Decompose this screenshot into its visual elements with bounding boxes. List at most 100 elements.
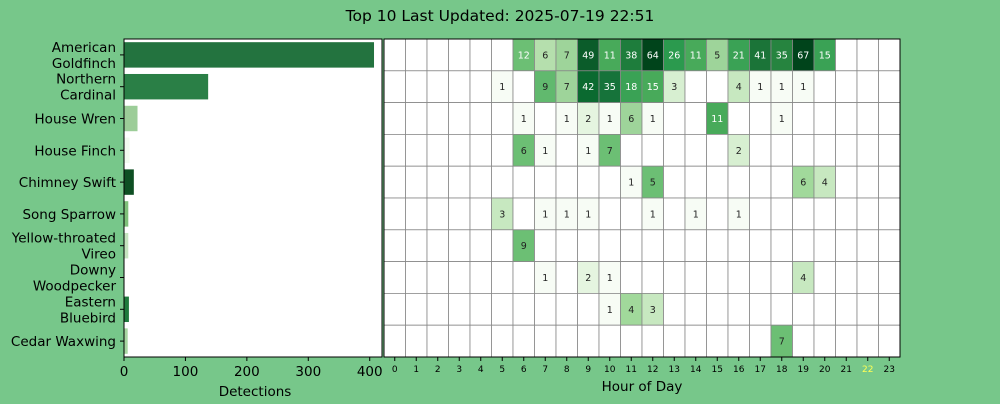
heatmap-cell-label: 6: [521, 146, 527, 157]
heatmap-cell: [878, 261, 901, 294]
heatmap-cell-label: 4: [800, 273, 806, 284]
heatmap-cell: [792, 324, 815, 358]
heatmap-cell: [706, 229, 729, 263]
heatmap-cell: [405, 165, 428, 199]
heatmap-cell: [749, 261, 772, 294]
heatmap-cell: [512, 70, 535, 104]
heatmap-cell: [577, 324, 600, 358]
heatmap-cell: [727, 102, 750, 135]
heatmap-cell-label: 42: [582, 82, 594, 93]
heatmap-cell: [577, 292, 600, 326]
heatmap-cell-label: 3: [671, 82, 677, 93]
bar-x-tick-label: 0: [120, 364, 129, 380]
heatmap-cell: [835, 133, 858, 167]
heatmap-cell: [534, 292, 557, 326]
heatmap-cell: [491, 292, 514, 326]
heatmap-x-tick-label: 4: [478, 365, 484, 375]
heatmap-cell: [598, 197, 621, 231]
bar-category-label: House Finch: [34, 143, 116, 159]
heatmap-cell-label: 7: [607, 146, 613, 157]
heatmap-cell: [706, 324, 729, 358]
heatmap-cell-label: 35: [604, 82, 616, 93]
heatmap-cell: [383, 324, 406, 358]
heatmap-cell: [770, 165, 793, 199]
heatmap-cell: [469, 292, 492, 326]
heatmap-cell-label: 5: [714, 50, 720, 61]
heatmap-cell-label: 1: [650, 114, 656, 125]
heatmap-cell: [383, 70, 406, 104]
heatmap-x-tick-label: 7: [542, 365, 548, 375]
bar-category-label-line: Eastern: [65, 294, 116, 310]
heatmap-cell: [426, 229, 449, 263]
heatmap-cell: [727, 261, 750, 294]
heatmap-cell: [770, 133, 793, 167]
heatmap-cell: [641, 133, 664, 167]
heatmap-cell: [663, 292, 686, 326]
heatmap-cell: [641, 261, 664, 294]
heatmap-x-tick-label: 6: [521, 365, 527, 375]
bar-category-label-line: Cardinal: [60, 88, 116, 104]
heatmap-cell: [555, 133, 578, 167]
heatmap-cell: [469, 229, 492, 263]
heatmap-cell: [598, 229, 621, 263]
bar-category-label: Eastern Bluebird: [60, 294, 116, 326]
heatmap-cell: [749, 133, 772, 167]
heatmap-cell-label: 49: [582, 50, 594, 61]
bar-x-tick-label: 200: [234, 364, 260, 380]
heatmap-cell: [598, 324, 621, 358]
bar-8: [124, 296, 129, 323]
heatmap-cell: [620, 324, 643, 358]
heatmap-cell: [835, 165, 858, 199]
heatmap-cell-label: 1: [542, 146, 548, 157]
heatmap-cell: [835, 197, 858, 231]
heatmap-cell: [856, 261, 879, 294]
heatmap-cell: [469, 261, 492, 294]
heatmap-cell: [727, 324, 750, 358]
heatmap-x-tick-label: 22: [862, 365, 873, 375]
heatmap-cell: [856, 70, 879, 104]
heatmap-cell-label: 1: [499, 82, 505, 93]
heatmap-cell: [426, 102, 449, 135]
heatmap-cell: [749, 197, 772, 231]
heatmap-cell: [555, 324, 578, 358]
heatmap-cell: [813, 292, 836, 326]
heatmap-cell: [749, 165, 772, 199]
heatmap-cell: [663, 324, 686, 358]
heatmap-cell-label: 64: [647, 50, 659, 61]
heatmap-cell: [878, 70, 901, 104]
heatmap-cell: [641, 324, 664, 358]
heatmap-cell: [405, 197, 428, 231]
heatmap-cell: [878, 292, 901, 326]
heatmap-cell: [856, 292, 879, 326]
heatmap-cell: [448, 133, 471, 167]
bar-category-label-line: Northern: [56, 72, 116, 88]
heatmap-cell: [856, 324, 879, 358]
bar-6: [124, 232, 129, 259]
heatmap-cell-label: 41: [754, 50, 766, 61]
heatmap-cell-label: 1: [800, 82, 806, 93]
heatmap-x-axis-title: Hour of Day: [602, 379, 683, 395]
heatmap-cell: [663, 165, 686, 199]
heatmap-cell-label: 1: [607, 114, 613, 125]
heatmap-cell-label: 1: [521, 114, 527, 125]
heatmap-cell: [405, 261, 428, 294]
heatmap-cell: [727, 229, 750, 263]
heatmap-cell: [491, 38, 514, 72]
heatmap-cell: [663, 229, 686, 263]
heatmap-cell: [491, 261, 514, 294]
heatmap-cell: [835, 324, 858, 358]
heatmap-cell: [534, 324, 557, 358]
heatmap-x-tick-label: 5: [499, 365, 505, 375]
heatmap-cell: [727, 165, 750, 199]
heatmap-cell: [878, 197, 901, 231]
heatmap-cell: [383, 38, 406, 72]
heatmap-cell: [426, 70, 449, 104]
heatmap-x-tick-label: 23: [884, 365, 895, 375]
heatmap-cell: [878, 229, 901, 263]
heatmap-cell: [577, 165, 600, 199]
bar-category-label: House Wren: [35, 112, 116, 128]
heatmap-cell: [426, 324, 449, 358]
heatmap-x-tick-label: 1: [413, 365, 419, 375]
heatmap-cell: [620, 197, 643, 231]
